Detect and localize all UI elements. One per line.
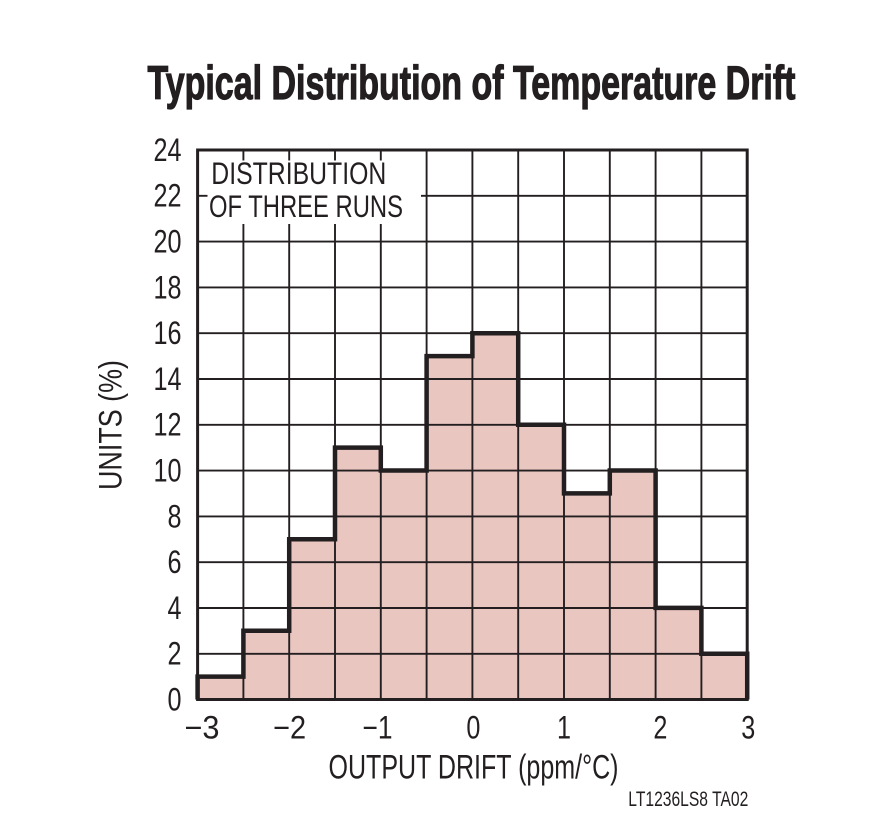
svg-text:10: 10 (154, 453, 182, 489)
svg-text:3: 3 (741, 709, 755, 745)
svg-text:6: 6 (168, 544, 182, 580)
svg-text:UNITS (%): UNITS (%) (92, 360, 128, 490)
svg-text:20: 20 (154, 224, 182, 260)
svg-text:−2: −2 (273, 709, 306, 745)
svg-text:22: 22 (154, 178, 182, 214)
svg-text:2: 2 (653, 709, 667, 745)
svg-text:16: 16 (154, 315, 182, 351)
svg-text:OF THREE RUNS: OF THREE RUNS (209, 188, 403, 224)
svg-text:1: 1 (557, 709, 571, 745)
svg-text:−1: −1 (363, 709, 393, 745)
svg-text:2: 2 (168, 636, 182, 672)
svg-text:DISTRIBUTION: DISTRIBUTION (211, 155, 386, 191)
svg-text:0: 0 (466, 709, 480, 745)
svg-text:18: 18 (154, 269, 182, 305)
svg-text:LT1236LS8 TA02: LT1236LS8 TA02 (628, 788, 748, 811)
svg-text:Typical Distribution of Temper: Typical Distribution of Temperature Drif… (148, 56, 796, 109)
svg-text:−3: −3 (185, 709, 220, 745)
svg-text:12: 12 (154, 407, 182, 443)
svg-text:14: 14 (154, 361, 182, 397)
svg-text:24: 24 (154, 132, 182, 168)
svg-text:4: 4 (168, 590, 182, 626)
svg-text:OUTPUT DRIFT (ppm/°C): OUTPUT DRIFT (ppm/°C) (329, 749, 619, 787)
svg-text:0: 0 (168, 681, 182, 717)
svg-text:8: 8 (168, 498, 182, 534)
